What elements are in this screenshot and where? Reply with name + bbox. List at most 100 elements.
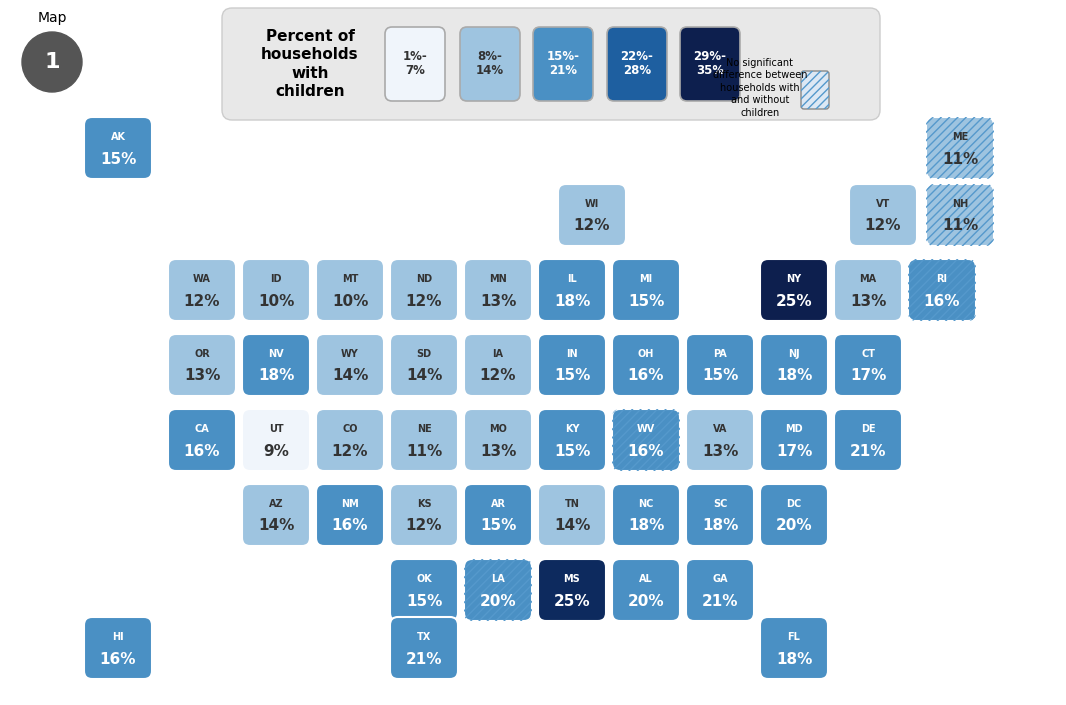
Text: OH: OH xyxy=(637,349,655,359)
FancyBboxPatch shape xyxy=(84,617,152,679)
FancyBboxPatch shape xyxy=(390,334,458,396)
Text: 13%: 13% xyxy=(850,293,886,309)
Text: 15%: 15% xyxy=(628,293,664,309)
Text: 21%: 21% xyxy=(850,443,886,458)
Text: WA: WA xyxy=(193,274,211,284)
FancyBboxPatch shape xyxy=(168,259,236,321)
FancyBboxPatch shape xyxy=(385,27,445,101)
Text: ND: ND xyxy=(416,274,432,284)
Text: 16%: 16% xyxy=(100,651,136,666)
FancyBboxPatch shape xyxy=(464,334,532,396)
FancyBboxPatch shape xyxy=(760,617,828,679)
FancyBboxPatch shape xyxy=(84,117,152,179)
Text: OK: OK xyxy=(416,574,432,584)
FancyBboxPatch shape xyxy=(760,259,828,321)
Text: 12%: 12% xyxy=(480,369,516,384)
Text: AR: AR xyxy=(490,499,505,509)
Text: KY: KY xyxy=(565,424,579,434)
Text: 11%: 11% xyxy=(942,219,979,233)
FancyBboxPatch shape xyxy=(390,259,458,321)
FancyBboxPatch shape xyxy=(538,334,605,396)
Text: 13%: 13% xyxy=(701,443,738,458)
FancyBboxPatch shape xyxy=(316,409,384,471)
Text: SC: SC xyxy=(713,499,727,509)
FancyBboxPatch shape xyxy=(926,117,994,179)
Text: MT: MT xyxy=(342,274,358,284)
Text: NC: NC xyxy=(639,499,653,509)
Text: NM: NM xyxy=(341,499,359,509)
Text: NE: NE xyxy=(417,424,432,434)
Text: NV: NV xyxy=(269,349,284,359)
Text: VA: VA xyxy=(713,424,727,434)
Text: NJ: NJ xyxy=(788,349,800,359)
FancyBboxPatch shape xyxy=(538,559,605,621)
FancyBboxPatch shape xyxy=(612,409,680,471)
Text: 1%-
7%: 1%- 7% xyxy=(403,51,427,78)
Text: ID: ID xyxy=(271,274,281,284)
Text: RI: RI xyxy=(937,274,948,284)
Text: GA: GA xyxy=(712,574,728,584)
FancyBboxPatch shape xyxy=(607,27,667,101)
Text: MO: MO xyxy=(489,424,507,434)
Text: DE: DE xyxy=(860,424,875,434)
FancyBboxPatch shape xyxy=(849,184,917,246)
Text: 29%-
35%: 29%- 35% xyxy=(694,51,727,78)
Text: 11%: 11% xyxy=(942,152,979,166)
FancyBboxPatch shape xyxy=(316,334,384,396)
Text: 20%: 20% xyxy=(480,594,516,608)
Text: MS: MS xyxy=(564,574,580,584)
Text: VT: VT xyxy=(876,199,890,209)
Text: IN: IN xyxy=(566,349,578,359)
FancyBboxPatch shape xyxy=(680,27,740,101)
FancyBboxPatch shape xyxy=(242,484,310,546)
Text: IL: IL xyxy=(567,274,577,284)
Text: 12%: 12% xyxy=(406,518,442,534)
Text: No significant
difference between
households with
and without
children: No significant difference between househ… xyxy=(713,58,807,118)
FancyBboxPatch shape xyxy=(834,334,902,396)
FancyBboxPatch shape xyxy=(558,184,626,246)
FancyBboxPatch shape xyxy=(533,27,593,101)
FancyBboxPatch shape xyxy=(834,409,902,471)
FancyBboxPatch shape xyxy=(834,259,902,321)
FancyBboxPatch shape xyxy=(168,409,236,471)
Text: 14%: 14% xyxy=(258,518,294,534)
Text: 13%: 13% xyxy=(480,443,516,458)
FancyBboxPatch shape xyxy=(168,334,236,396)
FancyBboxPatch shape xyxy=(242,334,310,396)
Text: 10%: 10% xyxy=(258,293,294,309)
Text: Percent of
households
with
children: Percent of households with children xyxy=(261,29,359,99)
FancyBboxPatch shape xyxy=(612,484,680,546)
Text: CO: CO xyxy=(342,424,358,434)
FancyBboxPatch shape xyxy=(687,334,754,396)
Text: PA: PA xyxy=(713,349,727,359)
Text: 12%: 12% xyxy=(183,293,221,309)
Text: 16%: 16% xyxy=(924,293,960,309)
Text: 20%: 20% xyxy=(628,594,664,608)
FancyBboxPatch shape xyxy=(908,259,976,321)
Text: MA: MA xyxy=(859,274,876,284)
Text: 18%: 18% xyxy=(776,369,812,384)
Text: 15%: 15% xyxy=(100,152,136,166)
Text: 18%: 18% xyxy=(258,369,294,384)
Text: NY: NY xyxy=(787,274,802,284)
Text: KS: KS xyxy=(417,499,432,509)
Text: 9%: 9% xyxy=(263,443,289,458)
Text: WV: WV xyxy=(636,424,656,434)
Text: 18%: 18% xyxy=(628,518,664,534)
FancyBboxPatch shape xyxy=(538,259,605,321)
FancyBboxPatch shape xyxy=(222,8,881,120)
FancyBboxPatch shape xyxy=(464,559,532,621)
Text: 13%: 13% xyxy=(480,293,516,309)
Text: TX: TX xyxy=(417,632,431,642)
Text: MN: MN xyxy=(489,274,506,284)
Text: AZ: AZ xyxy=(269,499,284,509)
Text: 25%: 25% xyxy=(776,293,812,309)
Text: 16%: 16% xyxy=(628,369,664,384)
Text: 12%: 12% xyxy=(332,443,368,458)
FancyBboxPatch shape xyxy=(538,409,605,471)
Text: 1: 1 xyxy=(45,52,60,72)
FancyBboxPatch shape xyxy=(760,334,828,396)
Text: 15%: 15% xyxy=(701,369,738,384)
Text: 21%: 21% xyxy=(406,651,442,666)
Text: MD: MD xyxy=(786,424,803,434)
